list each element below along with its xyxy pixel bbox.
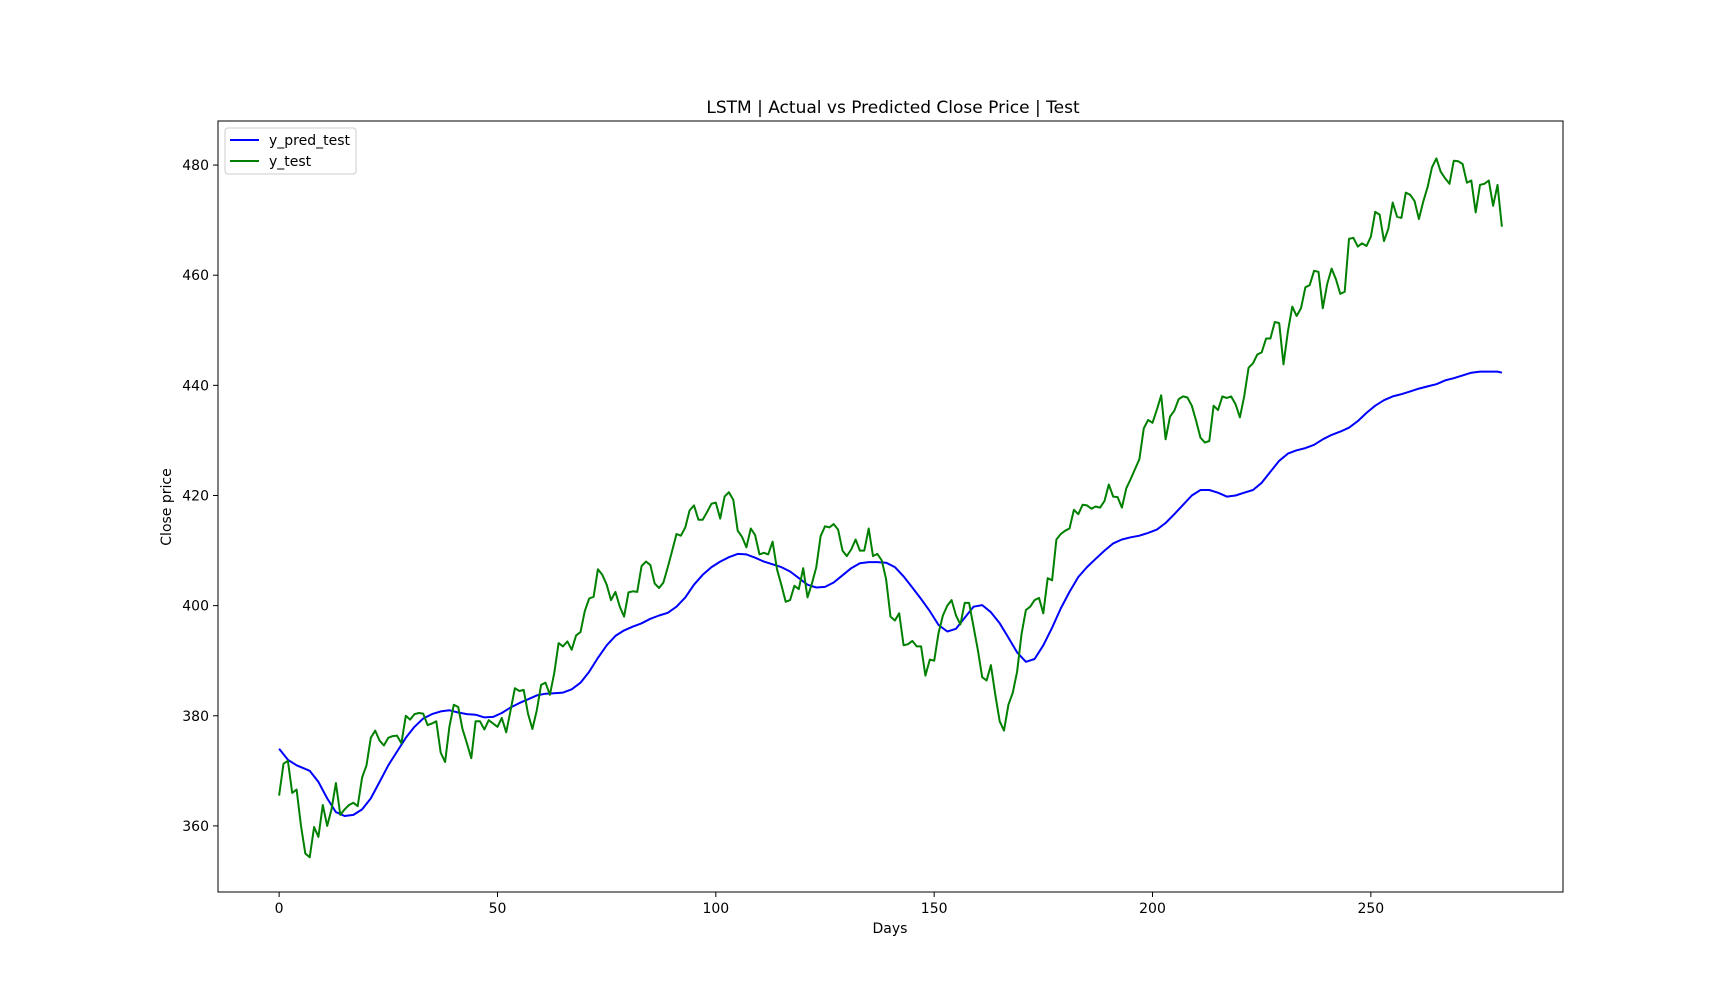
x-tick-label: 150 bbox=[921, 901, 948, 917]
axes-frame bbox=[217, 120, 1564, 893]
y-tick-label: 420 bbox=[182, 488, 209, 504]
legend-label-y-test: y_test bbox=[269, 154, 312, 170]
series-layer bbox=[278, 157, 1503, 859]
y-tick-label: 380 bbox=[182, 709, 209, 725]
y-axis-label: Close price bbox=[159, 468, 175, 545]
series-line-y-pred-test bbox=[278, 370, 1503, 817]
x-axis: 0 50 100 150 200 250 bbox=[275, 892, 1384, 917]
y-tick-label: 360 bbox=[182, 819, 209, 835]
legend: y_pred_test y_test bbox=[224, 127, 357, 175]
series-line-y-test bbox=[278, 157, 1503, 859]
x-tick-label: 50 bbox=[489, 901, 507, 917]
chart-title: LSTM | Actual vs Predicted Close Price |… bbox=[706, 98, 1080, 118]
y-tick-label: 440 bbox=[182, 378, 209, 394]
plot-area bbox=[217, 120, 1564, 893]
x-tick-label: 0 bbox=[275, 901, 284, 917]
x-tick-label: 200 bbox=[1139, 901, 1166, 917]
y-axis: 360 380 400 420 440 460 480 bbox=[182, 158, 218, 835]
x-tick-label: 100 bbox=[702, 901, 729, 917]
x-tick-label: 250 bbox=[1357, 901, 1384, 917]
legend-label-y-pred-test: y_pred_test bbox=[269, 133, 351, 149]
y-tick-label: 460 bbox=[182, 268, 209, 284]
x-axis-label: Days bbox=[873, 921, 908, 937]
y-tick-label: 480 bbox=[182, 158, 209, 174]
y-tick-label: 400 bbox=[182, 599, 209, 615]
